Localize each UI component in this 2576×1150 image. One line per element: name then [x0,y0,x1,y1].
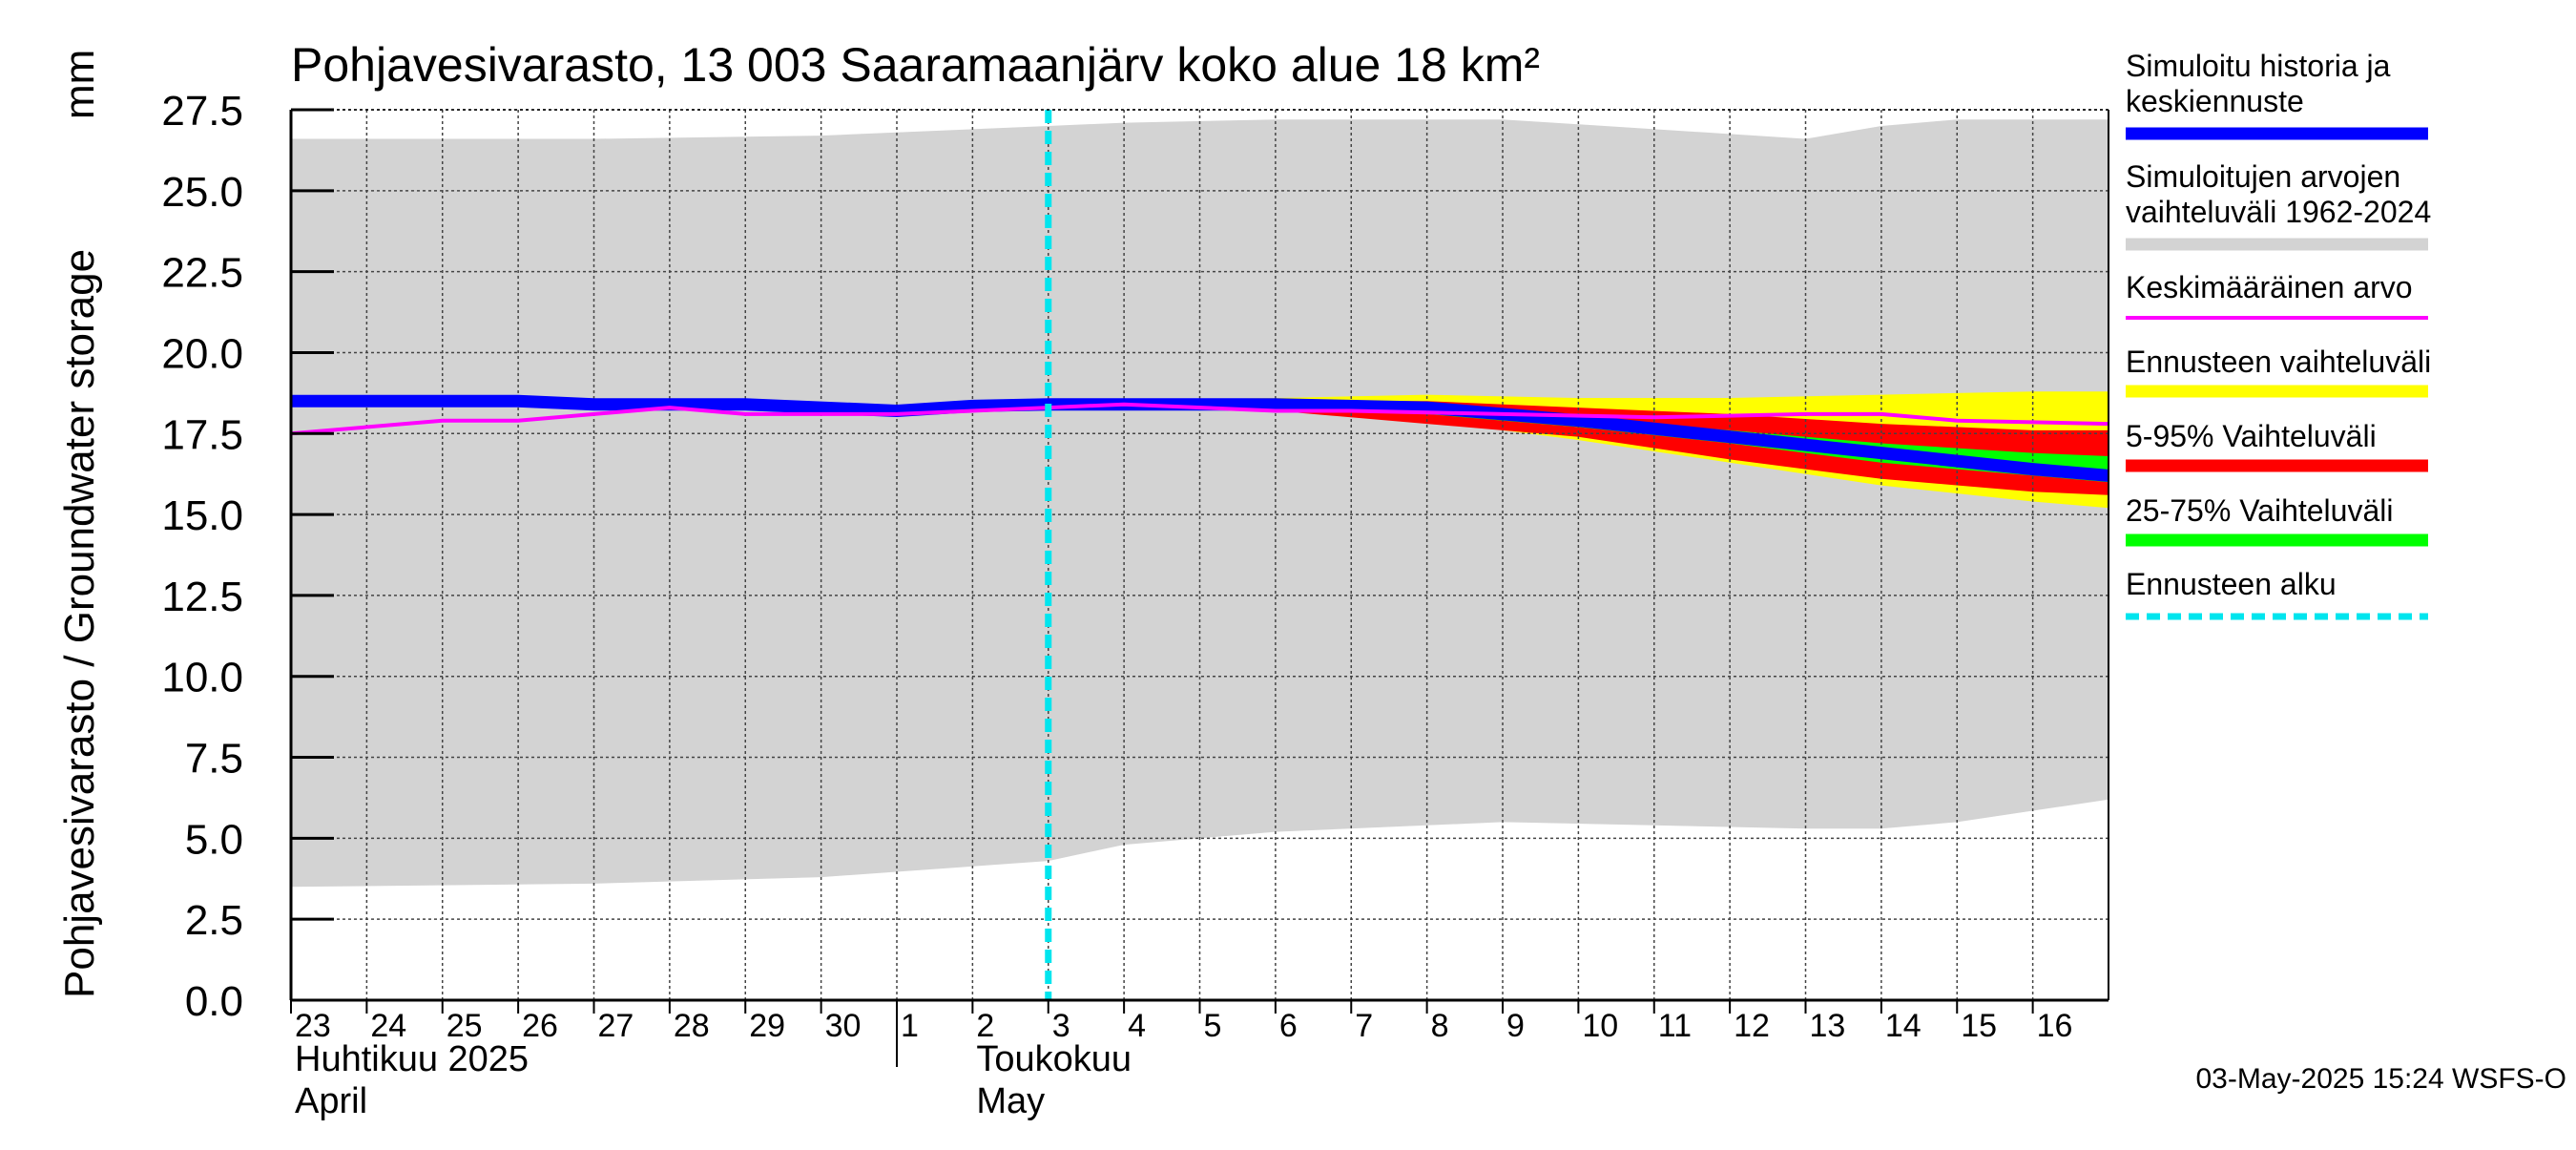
y-axis-unit: mm [56,50,103,119]
legend-label-range: vaihteluväli 1962-2024 [2126,195,2431,229]
x-tick-label: 11 [1658,1008,1692,1044]
y-tick-label: 27.5 [161,88,243,135]
legend-label-history: keskiennuste [2126,84,2304,118]
y-tick-label: 20.0 [161,330,243,377]
legend-label-history: Simuloitu historia ja [2126,49,2391,83]
y-tick-label: 15.0 [161,492,243,539]
x-tick-label: 15 [1961,1008,1997,1044]
x-tick-label: 3 [1052,1008,1070,1044]
legend-label-range: Simuloitujen arvojen [2126,159,2400,194]
x-tick-label: 1 [901,1008,919,1044]
legend-label-p25-75: 25-75% Vaihteluväli [2126,493,2393,528]
legend-label-forecast-start: Ennusteen alku [2126,567,2337,601]
x-tick-label: 6 [1279,1008,1298,1044]
legend-label-p5-95: 5-95% Vaihteluväli [2126,419,2377,453]
5-95-vaihteluvali-band [1048,401,2109,495]
x-tick-label: 10 [1582,1008,1618,1044]
ennusteen-vaihteluvali-band [1048,391,2109,509]
x-tick-label: 13 [1810,1008,1846,1044]
simuloitujen-arvojen-vaihteluvali-1962-2024-band [291,119,2109,888]
month-label-en: May [976,1081,1045,1121]
x-tick-label: 9 [1506,1008,1525,1044]
chart-title: Pohjavesivarasto, 13 003 Saaramaanjärv k… [291,38,1540,92]
y-axis-title: Pohjavesivarasto / Groundwater storage [56,249,103,998]
y-tick-label: 5.0 [185,816,243,863]
x-tick-label: 24 [370,1008,406,1044]
y-tick-label: 10.0 [161,655,243,701]
keskimaarainen-arvo-line [290,402,2109,436]
x-tick-label: 5 [1204,1008,1222,1044]
x-tick-label: 26 [522,1008,558,1044]
timestamp: 03-May-2025 15:24 WSFS-O [2196,1063,2567,1095]
x-tick-label: 25 [447,1008,483,1044]
x-tick-label: 7 [1355,1008,1373,1044]
x-tick-label: 4 [1128,1008,1146,1044]
legend-label-mean: Keskimääräinen arvo [2126,270,2413,304]
x-tick-label: 2 [976,1008,994,1044]
month-label: Toukokuu [976,1039,1132,1079]
y-tick-label: 25.0 [161,169,243,216]
x-tick-label: 16 [2037,1008,2073,1044]
y-tick-label: 12.5 [161,574,243,620]
month-label: Huhtikuu 2025 [295,1039,529,1079]
y-tick-label: 7.5 [185,736,243,783]
y-tick-label: 17.5 [161,411,243,458]
y-tick-label: 0.0 [185,978,243,1025]
legend-label-forecast-range: Ennusteen vaihteluväli [2126,345,2431,379]
x-tick-label: 12 [1734,1008,1770,1044]
y-tick-label: 2.5 [185,897,243,944]
x-tick-label: 27 [598,1008,634,1044]
x-tick-label: 14 [1885,1008,1922,1044]
x-tick-label: 23 [295,1008,331,1044]
month-label-en: April [295,1081,367,1121]
x-tick-label: 28 [674,1008,710,1044]
y-tick-label: 22.5 [161,250,243,297]
x-tick-label: 8 [1431,1008,1449,1044]
x-tick-label: 29 [749,1008,785,1044]
x-tick-label: 30 [825,1008,862,1044]
